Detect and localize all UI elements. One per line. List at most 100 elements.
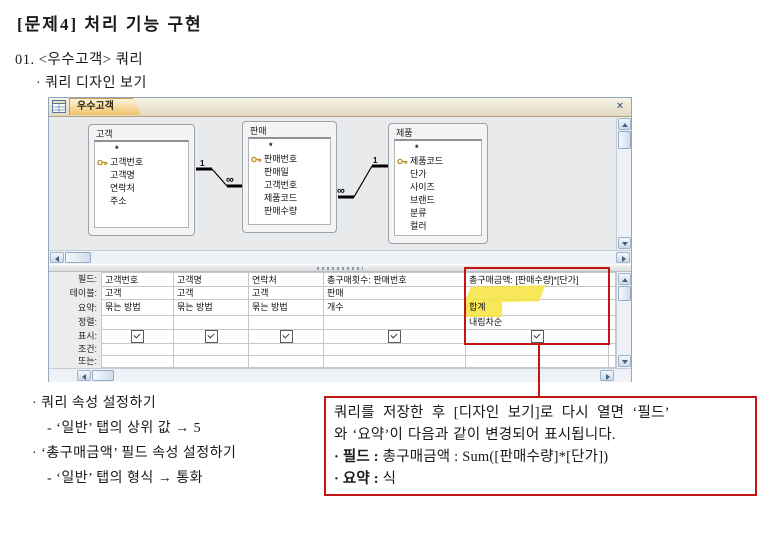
all-fields-row[interactable]: * — [415, 143, 419, 153]
grid-cell-sort[interactable] — [324, 316, 466, 330]
grid-cell-criteria[interactable] — [324, 344, 466, 356]
grid-cell-criteria[interactable] — [101, 344, 174, 356]
hscroll-thumb[interactable] — [65, 252, 91, 263]
grid-cell-criteria[interactable] — [174, 344, 249, 356]
field-row[interactable]: 판매수량 — [264, 206, 298, 216]
design-pane-hscrollbar[interactable] — [49, 250, 631, 264]
grid-cell-table[interactable]: 고객 — [249, 287, 324, 300]
field-row[interactable]: 브랜드 — [410, 195, 435, 205]
grid-cell-table[interactable]: 고객 — [101, 287, 174, 300]
scroll-right-icon — [622, 256, 626, 262]
scroll-right-button[interactable] — [600, 370, 614, 381]
field-list: * 판매번호 판매일 고객번호 제품코드 판매수량 — [248, 137, 331, 225]
field-row[interactable]: 분류 — [410, 208, 427, 218]
scroll-left-button[interactable] — [77, 370, 91, 381]
grid-row-labels: 필드: 테이블: 요약: 정렬: 표시: 조건: 또는: — [49, 272, 101, 368]
filler-cell — [609, 330, 616, 344]
design-pane-vscrollbar[interactable] — [616, 117, 631, 250]
grid-cell-table[interactable]: 고객 — [174, 287, 249, 300]
filler-cell — [609, 287, 616, 300]
grid-filler-column — [609, 272, 616, 368]
scroll-down-button[interactable] — [618, 237, 631, 249]
field-row[interactable]: 컬러 — [410, 221, 427, 231]
table-title: 판매 — [250, 126, 267, 136]
scroll-down-button[interactable] — [618, 355, 631, 367]
hscroll-thumb[interactable] — [92, 370, 114, 381]
field-row[interactable]: 고객번호 — [264, 180, 298, 190]
grid-cell-or[interactable] — [324, 356, 466, 368]
scroll-left-button[interactable] — [50, 252, 64, 263]
join-lines: 1 ∞ ∞ 1 — [196, 156, 388, 199]
field-row[interactable]: 고객명 — [110, 170, 135, 180]
field-list: * 제품코드 단가 사이즈 브랜드 분류 컬러 — [394, 139, 482, 236]
grid-cell-sort[interactable] — [249, 316, 324, 330]
join-many-label: ∞ — [337, 185, 345, 197]
grid-cell-sort[interactable] — [101, 316, 174, 330]
field-row[interactable]: 사이즈 — [410, 182, 435, 192]
grid-cell-or[interactable] — [101, 356, 174, 368]
page-title: [문제4] 처리 기능 구현 — [17, 15, 203, 34]
grid-cell-sort[interactable] — [174, 316, 249, 330]
grid-cell-field[interactable]: 고객번호 — [101, 272, 174, 287]
callout-line: 쿼리를 저장한 후 [디자인 보기]로 다시 열면 ‘필드’ — [334, 405, 670, 421]
query-design-surface[interactable]: 1 ∞ ∞ 1 고객 * 고객번호 고객명 연락처 주소 판매 — [49, 117, 631, 250]
grid-cell-total[interactable]: 묶는 방법 — [101, 300, 174, 316]
callout-total-item: · 요약 : 식 — [334, 471, 397, 487]
all-fields-row[interactable]: * — [269, 141, 273, 151]
grid-cell-total[interactable]: 묶는 방법 — [249, 300, 324, 316]
show-checkbox-checked[interactable] — [131, 330, 144, 343]
grid-cell-show[interactable] — [249, 330, 324, 344]
show-checkbox-checked[interactable] — [204, 330, 218, 343]
grid-cell-or[interactable] — [466, 356, 609, 368]
all-fields-row[interactable]: * — [115, 144, 119, 154]
row-label-show: 표시: — [77, 331, 97, 341]
grid-cell-show[interactable] — [324, 330, 466, 344]
scroll-right-button[interactable] — [616, 252, 630, 263]
show-checkbox-checked[interactable] — [279, 330, 293, 343]
vscroll-thumb[interactable] — [618, 131, 631, 149]
grid-column-2: 고객명 고객 묶는 방법 — [174, 272, 249, 368]
grid-cell-field[interactable]: 연락처 — [249, 272, 324, 287]
field-row[interactable]: 연락처 — [110, 183, 135, 193]
table-card-customer[interactable]: 고객 * 고객번호 고객명 연락처 주소 — [88, 124, 195, 236]
grid-cell-total[interactable]: 개수 — [324, 300, 466, 316]
grid-cell-table[interactable]: 판매 — [324, 287, 466, 300]
primary-key-icon — [251, 156, 262, 163]
grid-cell-field[interactable]: 고객명 — [174, 272, 249, 287]
row-label-sort: 정렬: — [77, 317, 97, 327]
table-card-sales[interactable]: 판매 * 판매번호 판매일 고객번호 제품코드 판매수량 — [242, 121, 337, 233]
grid-cell-or[interactable] — [249, 356, 324, 368]
grid-cell-or[interactable] — [174, 356, 249, 368]
show-checkbox-checked[interactable] — [530, 330, 544, 343]
tab-label: 우수고객 — [77, 101, 114, 112]
scroll-down-icon — [622, 360, 628, 364]
grid-vscrollbar[interactable] — [616, 272, 631, 368]
field-row-pk[interactable]: 제품코드 — [395, 155, 481, 168]
grid-cell-field[interactable]: 총구매횟수: 판매번호 — [324, 272, 466, 287]
vscroll-thumb[interactable] — [618, 286, 631, 301]
table-card-product[interactable]: 제품 * 제품코드 단가 사이즈 브랜드 분류 컬러 — [388, 123, 488, 244]
scroll-left-icon — [82, 374, 86, 380]
field-row-pk[interactable]: 고객번호 — [95, 156, 188, 169]
field-row[interactable]: 판매일 — [264, 167, 289, 177]
scroll-up-icon — [622, 123, 628, 127]
notes-list: · 쿼리 속성 설정하기 - ‘일반’ 탭의 상위 값 → 5 · ‘총구매금액… — [32, 391, 236, 491]
close-icon[interactable]: × — [616, 100, 624, 112]
scroll-up-button[interactable] — [618, 118, 631, 130]
grid-cell-total[interactable]: 묶는 방법 — [174, 300, 249, 316]
field-row[interactable]: 주소 — [110, 196, 127, 206]
yellow-highlight-mark — [466, 302, 502, 317]
grid-cell-show[interactable] — [174, 330, 249, 344]
grid-cell-criteria[interactable] — [249, 344, 324, 356]
field-row-pk[interactable]: 판매번호 — [249, 153, 330, 166]
grid-cell-criteria[interactable] — [466, 344, 609, 356]
callout-field-item: · 필드 : 총구매금액 : Sum([판매수량]*[단가]) — [334, 449, 609, 465]
scroll-up-button[interactable] — [618, 273, 631, 285]
field-row[interactable]: 제품코드 — [264, 193, 298, 203]
grid-hscrollbar[interactable] — [49, 368, 631, 382]
show-checkbox-checked[interactable] — [388, 330, 401, 343]
grid-cell-show[interactable] — [101, 330, 174, 344]
tab-woosoo-gogaek[interactable]: 우수고객 — [69, 98, 141, 115]
pane-splitter[interactable] — [49, 264, 631, 272]
field-row[interactable]: 단가 — [410, 169, 427, 179]
